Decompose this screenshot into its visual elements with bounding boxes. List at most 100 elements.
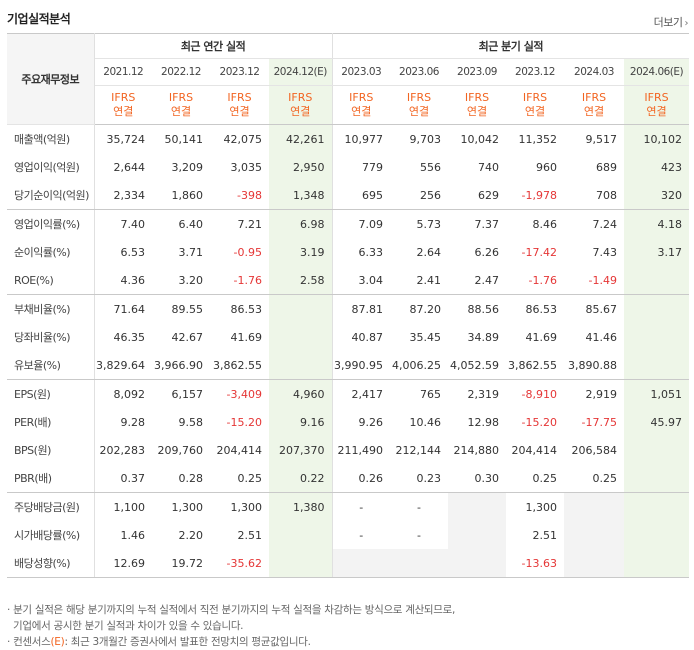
table-cell	[332, 549, 391, 578]
table-cell: 779	[362, 160, 384, 174]
table-cell: 2.41	[390, 266, 449, 295]
table-cell	[624, 521, 690, 549]
table-cell: 4,006.25	[390, 351, 449, 380]
table-cell: 3.19	[269, 238, 333, 266]
table-cell: 740	[478, 160, 500, 174]
ifrs-label: IFRS	[644, 91, 669, 104]
table-cell: 2.51	[532, 528, 558, 542]
ifrs-consol-header: IFRS 연결	[152, 85, 210, 125]
ifrs-label: IFRS	[288, 91, 313, 104]
table-row: 유보율(%) 3,829.64 3,966.90 3,862.55 3,990.95 4,…	[7, 351, 690, 380]
table-cell: -13.63	[506, 549, 565, 578]
more-label: 더보기	[653, 16, 683, 29]
table-cell	[624, 492, 690, 521]
table-cell: -	[417, 528, 421, 542]
table-cell: 7.21	[237, 217, 263, 231]
table-cell: 2,950	[269, 153, 333, 181]
table-row: 영업이익(억원) 2,644 3,209 3,035 2,950 779 556 740 960…	[7, 153, 690, 181]
table-cell: 2.58	[269, 266, 333, 295]
table-cell: 0.25	[506, 464, 565, 493]
table-cell	[564, 549, 625, 578]
table-cell: 7.37	[474, 217, 500, 231]
table-cell	[269, 323, 333, 351]
table-cell: 212,144	[395, 443, 442, 457]
table-cell: 1,348	[269, 181, 333, 210]
row-label: 당좌비율(%)	[7, 323, 95, 351]
table-cell	[269, 294, 333, 323]
table-cell: 87.81	[351, 302, 384, 316]
table-cell: 0.26	[332, 464, 391, 493]
table-cell: 42,261	[269, 124, 333, 153]
table-cell	[269, 351, 333, 380]
table-cell: 6.40	[178, 217, 204, 231]
table-cell	[448, 549, 507, 578]
table-cell	[269, 521, 333, 549]
table-cell: 3.17	[624, 238, 690, 266]
footnotes: · 분기 실적은 해당 분기까지의 누적 실적에서 직전 분기까지의 누적 실적…	[7, 602, 455, 650]
table-row: 당기순이익(억원) 2,334 1,860 -398 1,348 695 256 629 -1,…	[7, 181, 690, 210]
table-cell: 423	[624, 153, 690, 181]
table-cell: 9.16	[269, 408, 333, 436]
table-cell: 12.69	[94, 549, 152, 578]
table-cell	[269, 549, 333, 578]
table-cell: 0.25	[210, 464, 269, 493]
table-row: BPS(원) 202,283 209,760 204,414 207,370 211,49…	[7, 436, 690, 464]
table-cell: 34.89	[467, 330, 500, 344]
consolidated-label: 연결	[408, 105, 430, 118]
ifrs-label: IFRS	[522, 91, 548, 104]
table-cell: 10,042	[460, 132, 500, 146]
table-cell: 6.33	[358, 245, 384, 259]
table-cell: -	[359, 500, 364, 514]
table-cell: 0.30	[448, 464, 507, 493]
period-header: 2023.12	[506, 58, 565, 86]
table-cell: 2,319	[467, 387, 500, 401]
table-cell: 10,102	[624, 124, 690, 153]
ifrs-label: IFRS	[349, 91, 374, 104]
table-cell: 207,370	[269, 436, 333, 464]
ifrs-consol-header: IFRS 연결	[390, 85, 449, 125]
consolidated-label: 연결	[170, 105, 192, 118]
table-row: PBR(배) 0.37 0.28 0.25 0.22 0.26 0.23 0.30 0.25 0.…	[7, 464, 690, 493]
table-cell: 1,051	[624, 379, 690, 408]
row-label: 매출액(억원)	[7, 124, 95, 153]
table-cell: 46.35	[113, 330, 146, 344]
table-cell	[564, 492, 625, 521]
table-cell: -3,409	[226, 387, 262, 401]
period-header: 2023.12	[210, 58, 269, 86]
ifrs-consol-header: IFRS 연결	[94, 85, 152, 125]
consolidated-label: 연결	[466, 105, 488, 118]
table-cell	[624, 351, 690, 380]
period-header: 2023.09	[448, 58, 507, 86]
table-cell	[624, 464, 690, 493]
period-header: 2024.12(E)	[269, 58, 333, 86]
consolidated-label: 연결	[646, 105, 667, 118]
table-cell: -17.75	[581, 415, 618, 429]
row-label: 배당성향(%)	[7, 549, 95, 578]
table-cell: 9,517	[585, 132, 618, 146]
table-cell: 3,209	[171, 160, 204, 174]
table-cell: -1.76	[506, 266, 565, 295]
table-row: ROE(%) 4.36 3.20 -1.76 2.58 3.04 2.41 2.47 -1.76…	[7, 266, 690, 295]
table-cell: 556	[420, 160, 442, 174]
period-header: 2023.03	[332, 58, 391, 86]
table-cell: 3.04	[332, 266, 391, 295]
footnote-1: · 분기 실적은 해당 분기까지의 누적 실적에서 직전 분기까지의 누적 실적…	[7, 604, 456, 616]
table-cell: 2,644	[113, 160, 146, 174]
table-cell: 0.23	[390, 464, 449, 493]
footnote-1-cont: 기업에서 공시한 분기 실적과 차이가 있을 수 있습니다.	[13, 620, 244, 632]
table-cell: 1,300	[230, 500, 263, 514]
consolidated-label: 연결	[290, 105, 311, 118]
table-row: 시가배당률(%) 1.46 2.20 2.51 - - 2.51	[7, 521, 690, 549]
table-cell: 204,414	[216, 443, 263, 457]
table-cell: 45.97	[624, 408, 690, 436]
table-cell: 42.67	[171, 330, 204, 344]
table-cell: 11,352	[518, 132, 558, 146]
table-cell	[448, 492, 507, 521]
table-cell: 6.53	[120, 245, 146, 259]
table-cell	[624, 436, 690, 464]
table-cell: 9.58	[178, 415, 204, 429]
more-link[interactable]: 더보기 ›	[653, 14, 689, 30]
table-cell: 4.18	[624, 209, 690, 238]
table-cell: -0.95	[233, 245, 262, 259]
